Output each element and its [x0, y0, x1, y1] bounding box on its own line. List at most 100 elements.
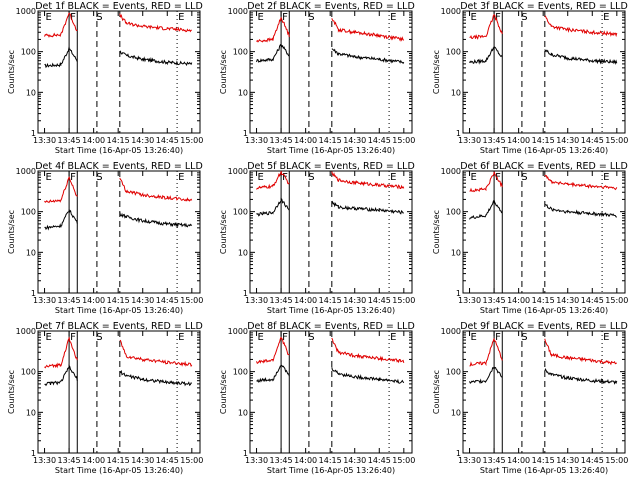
y-tick-label: 10 [26, 408, 36, 417]
marker-label: F [70, 172, 76, 183]
chart-panel-6: Det 6f BLACK = Events, RED = LLD 1 10 100 10… [432, 161, 628, 315]
marker-label: S [96, 332, 102, 343]
y-tick-label: 1000 [16, 7, 36, 16]
x-axis-label: Start Time (16-Apr-05 13:26:40) [267, 306, 395, 315]
y-tick-label: 1000 [228, 327, 248, 336]
y-tick-label: 100 [233, 368, 248, 377]
x-tick-label: 15:00 [180, 456, 203, 465]
x-tick-label: 14:30 [343, 136, 366, 145]
y-tick-label: 1000 [16, 327, 36, 336]
marker-label: F [282, 12, 288, 23]
y-tick-label: 10 [26, 88, 36, 97]
panel-title: Det 5f BLACK = Events, RED = LLD [247, 161, 415, 172]
x-tick-label: 15:00 [392, 296, 415, 305]
x-tick-label: 13:30 [458, 296, 481, 305]
y-tick-label: 100 [446, 368, 461, 377]
x-tick-label: 13:45 [483, 296, 506, 305]
lld-series-line [256, 17, 405, 43]
marker-label: F [495, 332, 501, 343]
x-tick-label: 14:15 [319, 136, 342, 145]
x-tick-label: 14:45 [581, 296, 604, 305]
y-tick-label: 1 [243, 449, 248, 458]
x-tick-label: 14:45 [368, 296, 391, 305]
x-tick-label: 14:00 [294, 136, 317, 145]
marker-label: E [471, 12, 477, 23]
y-tick-label: 1 [243, 129, 248, 138]
y-tick-label: 100 [446, 48, 461, 57]
x-tick-label: 14:30 [131, 136, 154, 145]
x-tick-label: 13:45 [58, 296, 81, 305]
y-axis-label: Counts/sec [432, 50, 441, 94]
y-tick-label: 10 [451, 248, 461, 257]
x-tick-label: 13:45 [483, 456, 506, 465]
chart-panel-9: Det 9f BLACK = Events, RED = LLD 1 10 100 10… [432, 321, 628, 475]
x-tick-label: 13:45 [58, 456, 81, 465]
x-tick-label: 14:00 [82, 456, 105, 465]
lld-series-line [44, 176, 193, 204]
marker-label: E [471, 332, 477, 343]
marker-label: E [603, 332, 609, 343]
x-axis-label: Start Time (16-Apr-05 13:26:40) [480, 146, 608, 155]
y-tick-label: 10 [238, 88, 248, 97]
plot-frame [37, 10, 201, 134]
lld-series-line [469, 338, 618, 367]
x-tick-label: 14:45 [156, 136, 179, 145]
x-tick-label: 13:30 [458, 456, 481, 465]
marker-label: E [178, 332, 184, 343]
x-tick-label: 14:30 [556, 296, 579, 305]
lld-series-line [44, 337, 193, 369]
marker-label: F [282, 332, 288, 343]
x-tick-label: 14:00 [82, 296, 105, 305]
plot-frame [37, 170, 201, 294]
marker-label: F [495, 12, 501, 23]
marker-label: E [46, 172, 52, 183]
panel-title: Det 3f BLACK = Events, RED = LLD [460, 1, 628, 12]
lld-series-line [469, 171, 618, 193]
x-tick-label: 14:00 [294, 456, 317, 465]
marker-label: E [178, 12, 184, 23]
chart-panel-1: Det 1f BLACK = Events, RED = LLD 1 10 100 10… [7, 1, 203, 155]
y-axis-label: Counts/sec [432, 210, 441, 254]
x-tick-label: 15:00 [605, 136, 628, 145]
x-tick-label: 13:30 [33, 296, 56, 305]
y-tick-label: 100 [233, 48, 248, 57]
x-tick-label: 13:30 [245, 456, 268, 465]
marker-label: S [96, 172, 102, 183]
lld-series-line [256, 171, 405, 190]
plot-frame [462, 330, 626, 454]
x-tick-label: 14:30 [556, 136, 579, 145]
marker-label: S [521, 12, 527, 23]
x-tick-label: 14:45 [156, 456, 179, 465]
x-tick-label: 14:00 [82, 136, 105, 145]
marker-label: S [308, 12, 314, 23]
events-series-line [469, 199, 617, 220]
events-series-line [44, 46, 193, 69]
y-tick-label: 1 [31, 449, 36, 458]
x-tick-label: 14:15 [107, 136, 130, 145]
y-axis-label: Counts/sec [7, 210, 16, 254]
x-tick-label: 13:45 [270, 136, 293, 145]
y-tick-label: 1 [456, 289, 461, 298]
marker-label: E [46, 12, 52, 23]
x-tick-label: 15:00 [392, 136, 415, 145]
y-tick-label: 1000 [228, 7, 248, 16]
x-tick-label: 14:45 [581, 136, 604, 145]
y-tick-label: 1 [456, 129, 461, 138]
y-tick-label: 100 [21, 208, 36, 217]
x-axis-label: Start Time (16-Apr-05 13:26:40) [480, 466, 608, 475]
plot-frame [37, 330, 201, 454]
y-tick-label: 1000 [16, 167, 36, 176]
marker-label: S [521, 172, 527, 183]
x-tick-label: 13:45 [483, 136, 506, 145]
y-tick-label: 1000 [441, 327, 461, 336]
events-series-line [469, 45, 618, 65]
x-tick-label: 14:15 [319, 296, 342, 305]
marker-label: F [70, 12, 76, 23]
panel-title: Det 4f BLACK = Events, RED = LLD [35, 161, 203, 172]
plot-frame [249, 330, 413, 454]
x-tick-label: 14:45 [368, 456, 391, 465]
chart-panel-5: Det 5f BLACK = Events, RED = LLD 1 10 100 10… [219, 161, 415, 315]
marker-label: E [258, 332, 264, 343]
marker-label: E [46, 332, 52, 343]
x-axis-label: Start Time (16-Apr-05 13:26:40) [480, 306, 608, 315]
